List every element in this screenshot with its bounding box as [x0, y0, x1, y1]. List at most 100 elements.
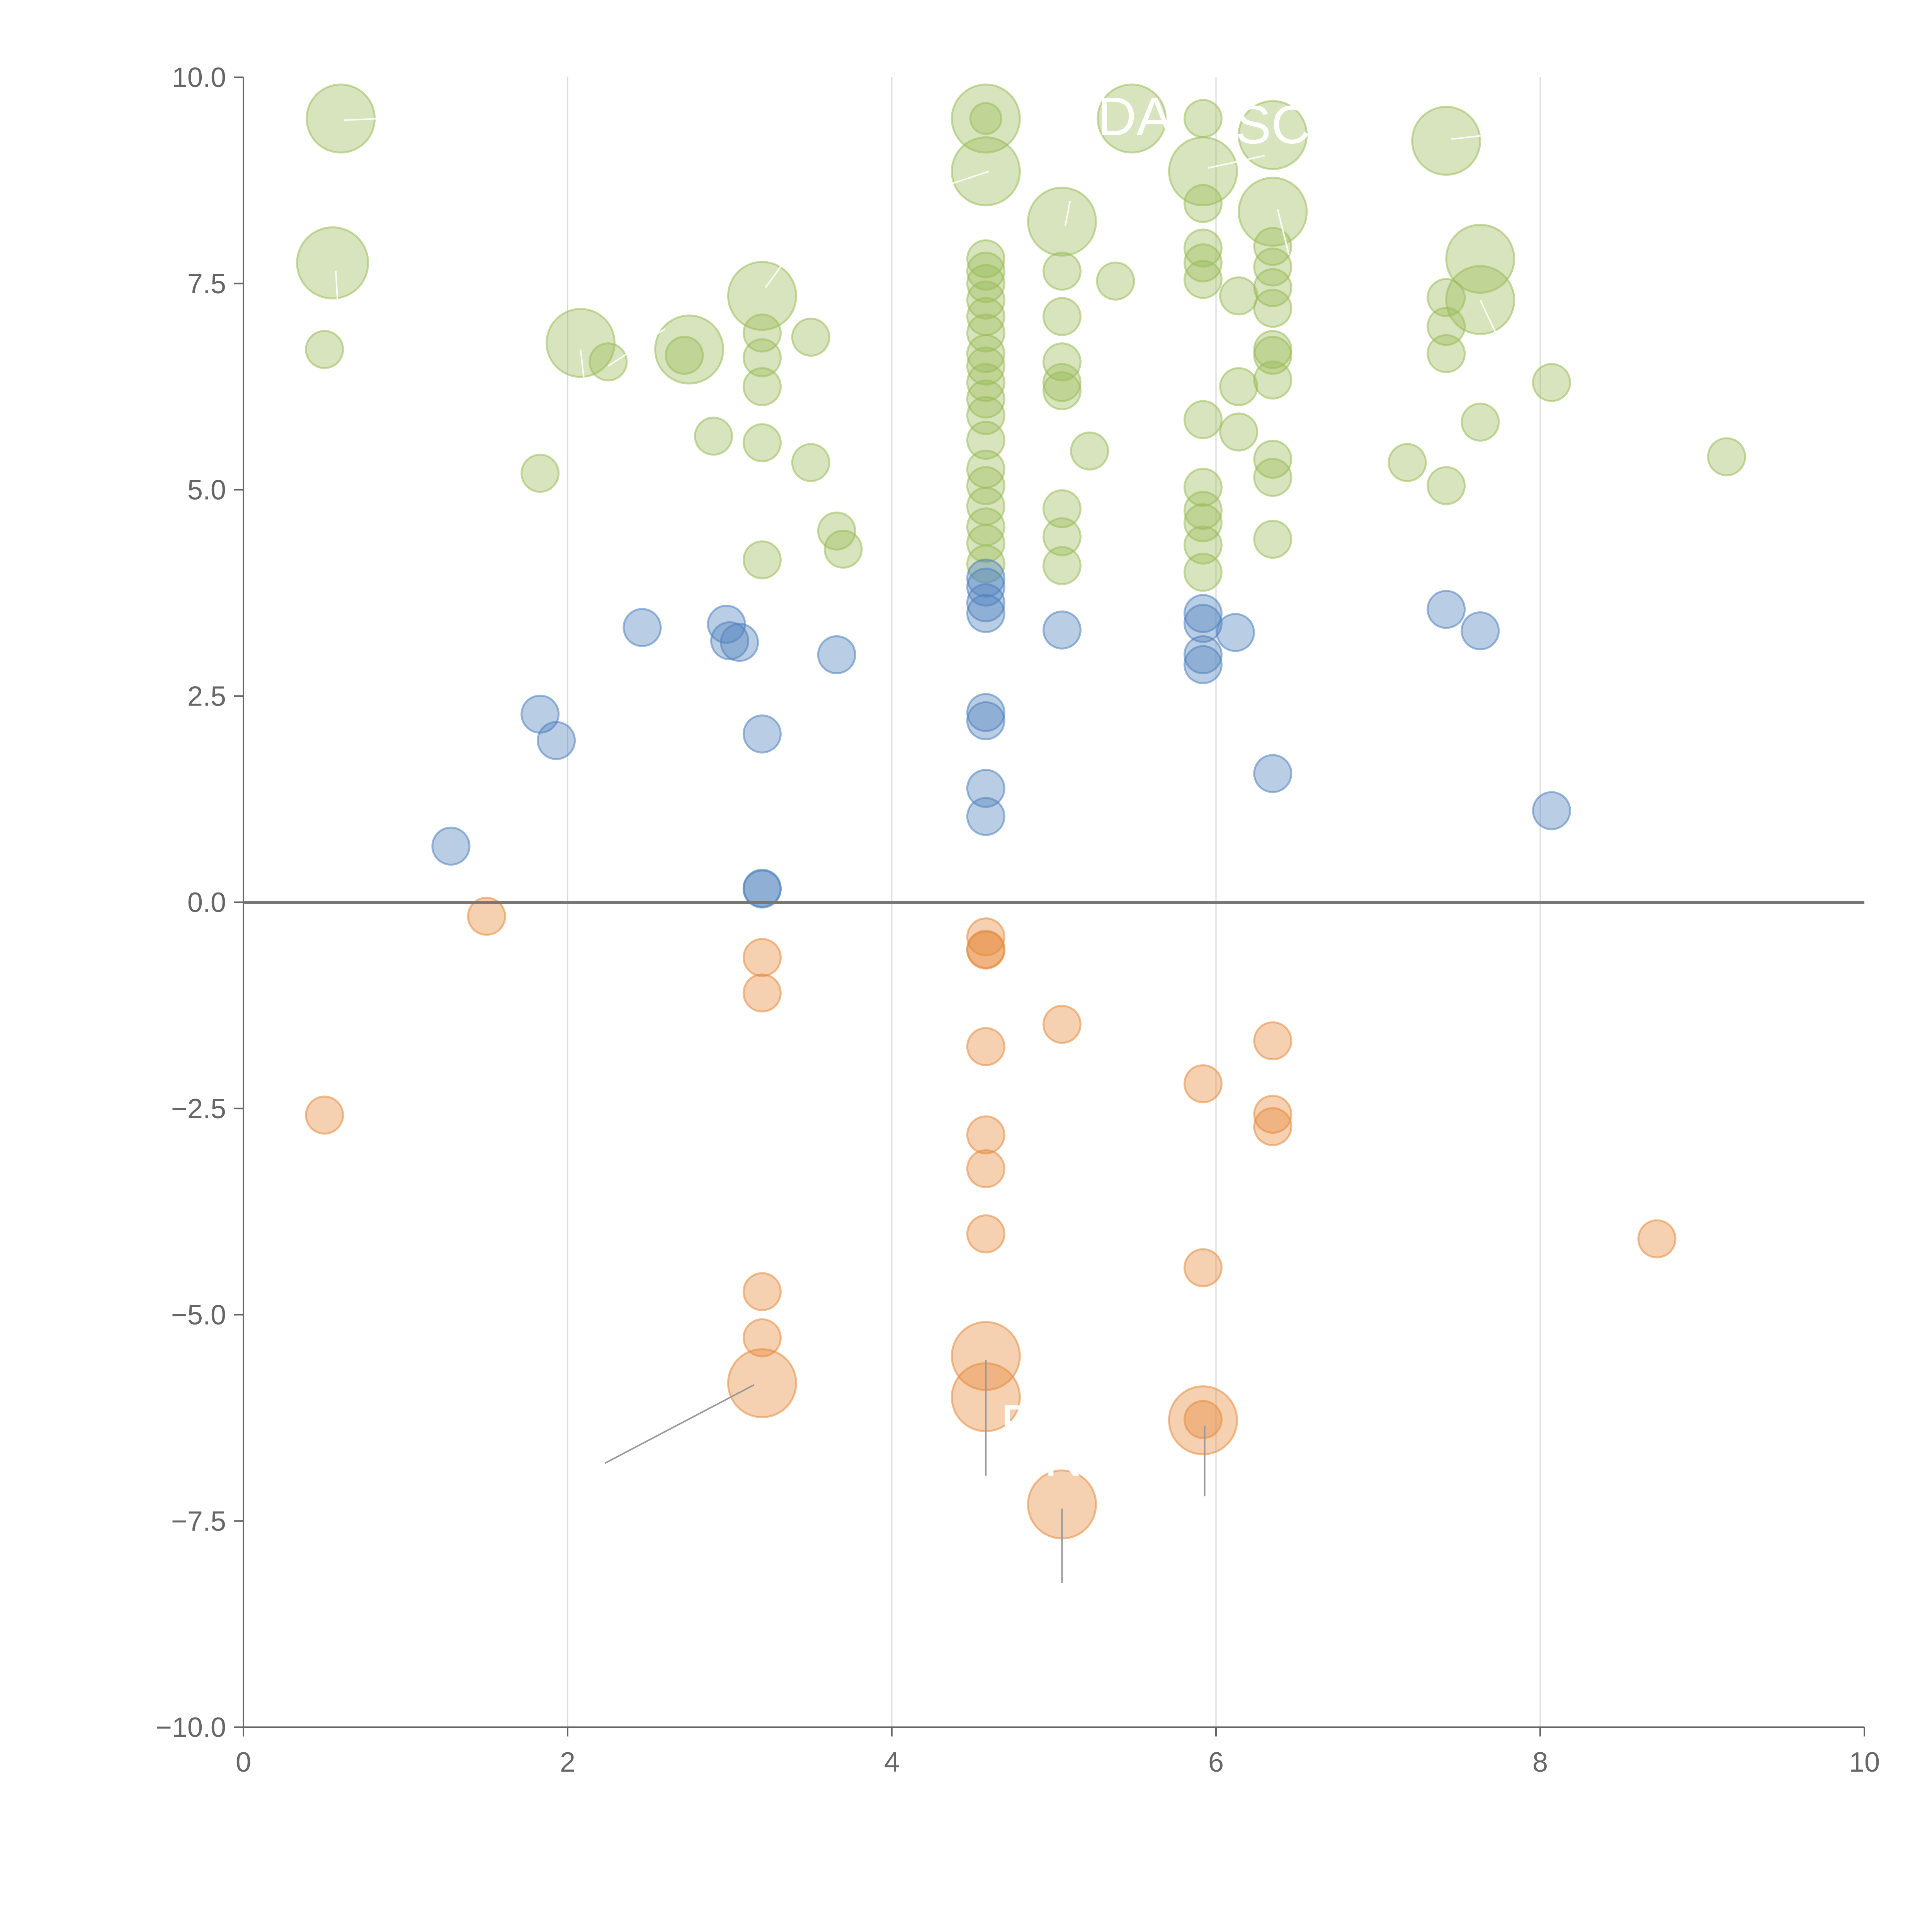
- annotations: DA SC BK: [1000, 86, 1311, 1487]
- annotation-label-b: B: [1000, 1393, 1036, 1454]
- positive-low-bubble: [742, 869, 782, 909]
- bubbles: [296, 83, 1746, 1540]
- positive-low-bubble: [1042, 610, 1082, 650]
- positive-low-bubble: [1253, 754, 1293, 793]
- negative-bubble: [1168, 1385, 1238, 1456]
- negative-bubble: [727, 1348, 797, 1418]
- positive-high-bubble: [1042, 297, 1082, 336]
- positive-high-bubble: [1219, 367, 1259, 406]
- positive-high-bubble: [1253, 247, 1293, 287]
- leader-line: [607, 328, 665, 367]
- positive-high-bubble: [546, 308, 616, 378]
- positive-high-bubble: [966, 466, 1005, 505]
- negative-bubble: [966, 1214, 1005, 1253]
- x-tick-label: 6: [1208, 1747, 1224, 1778]
- positive-high-bubble: [823, 529, 863, 569]
- leader-line: [1064, 201, 1071, 226]
- negative-bubble: [1042, 1005, 1082, 1044]
- annotation-leaders: [335, 117, 1524, 1583]
- positive-low-bubble: [1461, 611, 1500, 651]
- negative-bubble: [1183, 1248, 1223, 1287]
- positive-high-bubble: [1183, 468, 1223, 507]
- positive-high-bubble: [1183, 260, 1223, 299]
- positive-high-bubble: [727, 261, 797, 331]
- positive-low-bubble: [1183, 645, 1223, 684]
- positive-high-bubble: [966, 379, 1005, 419]
- positive-high-bubble: [791, 443, 830, 482]
- positive-high-bubble: [966, 346, 1005, 386]
- positive-low-bubble: [966, 583, 1005, 622]
- leader-line: [604, 1384, 755, 1464]
- positive-high-bubble: [1238, 100, 1308, 170]
- annotation-label-da: DA: [1097, 86, 1173, 146]
- positive-high-bubble: [966, 524, 1005, 563]
- negative-bubble: [305, 1095, 344, 1135]
- positive-low-bubble: [720, 622, 759, 662]
- positive-high-bubble: [791, 318, 830, 357]
- positive-high-bubble: [1070, 431, 1109, 471]
- positive-high-bubble: [1042, 252, 1082, 291]
- positive-high-bubble: [951, 83, 1021, 154]
- leader-line: [924, 170, 990, 194]
- positive-low-bubble: [817, 635, 856, 674]
- y-tick-label: −5.0: [171, 1300, 226, 1331]
- positive-high-bubble: [694, 417, 733, 456]
- positive-high-bubble: [1183, 553, 1223, 592]
- positive-high-bubble: [1253, 361, 1293, 400]
- y-tick-label: 7.5: [187, 269, 226, 299]
- negative-bubble: [1253, 1095, 1293, 1134]
- leader-line: [1451, 130, 1524, 140]
- positive-low-bubble: [966, 693, 1005, 732]
- positive-high-bubble: [1388, 443, 1427, 482]
- y-tick-label: −10.0: [156, 1712, 226, 1743]
- y-tick-label: 0.0: [187, 887, 226, 918]
- positive-high-bubble: [1238, 177, 1308, 247]
- positive-high-bubble: [296, 226, 369, 299]
- negative-bubble: [742, 938, 782, 977]
- negative-bubble: [1253, 1021, 1293, 1061]
- positive-high-bubble: [1168, 136, 1238, 206]
- positive-low-bubble: [966, 701, 1005, 740]
- positive-high-bubble: [1042, 546, 1082, 585]
- x-tick-label: 10: [1849, 1747, 1880, 1778]
- positive-high-bubble: [1253, 268, 1293, 307]
- positive-low-bubble: [966, 797, 1005, 836]
- positive-high-bubble: [1427, 334, 1466, 373]
- positive-high-bubble: [966, 334, 1005, 373]
- negative-bubble: [742, 973, 782, 1013]
- leader-line: [1208, 155, 1265, 169]
- positive-high-bubble: [1096, 261, 1135, 301]
- positive-low-bubble: [1183, 594, 1223, 633]
- positive-high-bubble: [665, 335, 704, 375]
- positive-high-bubble: [1042, 371, 1082, 410]
- positive-high-bubble: [1183, 400, 1223, 439]
- positive-low-bubble: [622, 608, 662, 647]
- negative-bubble: [742, 1318, 782, 1357]
- positive-low-bubble: [1183, 604, 1223, 643]
- y-tick-label: −2.5: [171, 1094, 226, 1124]
- positive-high-bubble: [1253, 289, 1293, 328]
- leader-line: [344, 117, 381, 121]
- positive-high-bubble: [1027, 187, 1097, 257]
- positive-high-bubble: [966, 544, 1005, 584]
- negative-bubble: [966, 917, 1005, 957]
- positive-high-bubble: [1253, 457, 1293, 497]
- annotation-label-k: K: [1044, 1427, 1080, 1487]
- positive-high-bubble: [1183, 503, 1223, 543]
- annotation-label-sc: SC: [1235, 94, 1310, 155]
- positive-high-bubble: [1042, 342, 1082, 382]
- leader-line: [335, 271, 338, 300]
- negative-bubble: [1183, 1064, 1223, 1104]
- positive-high-bubble: [654, 315, 724, 385]
- positive-high-bubble: [1183, 491, 1223, 530]
- y-tick-label: 10.0: [172, 62, 226, 93]
- positive-high-bubble: [1183, 243, 1223, 282]
- positive-low-bubble: [742, 714, 782, 753]
- leader-line: [1277, 209, 1290, 255]
- positive-high-bubble: [1427, 466, 1466, 505]
- positive-low-bubble: [966, 769, 1005, 808]
- x-tick-label: 8: [1532, 1747, 1548, 1778]
- leader-line: [765, 258, 787, 288]
- negative-bubble: [966, 930, 1005, 970]
